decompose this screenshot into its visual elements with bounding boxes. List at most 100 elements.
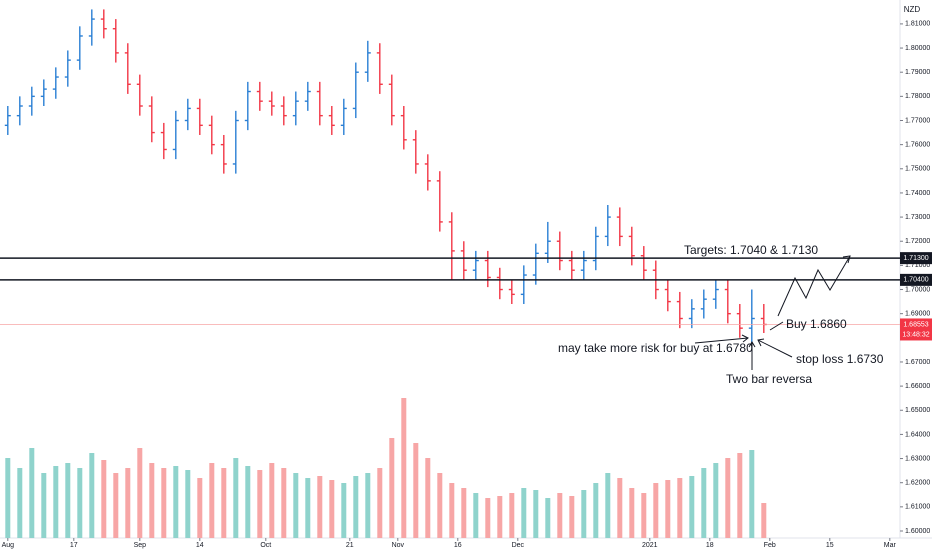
x-tick-label: 2021 [642,542,658,549]
annotation: stop loss 1.6730 [796,352,884,366]
volume-bar [281,468,287,538]
volume-bar [485,498,491,538]
volume-bar [53,466,59,538]
volume-bar [341,483,347,538]
y-tick-label: 1.64000 [905,431,930,438]
level-label-box [900,273,932,286]
volume-bar [737,453,743,538]
volume-bar [293,473,299,538]
volume-bar [641,493,647,538]
volume-bar [677,478,683,538]
y-tick-label: 1.77000 [905,117,930,124]
x-tick-label: 17 [70,542,78,549]
y-tick-label: 1.70000 [905,286,930,293]
last-price-label: 1.68553 [903,321,928,328]
volume-bar [221,468,227,538]
arrow [694,337,749,344]
arrow-head [842,255,851,264]
volume-bar [653,483,659,538]
volume-bar [365,473,371,538]
volume-bar [257,470,263,538]
volume-bar [329,480,335,538]
volume-bar [557,493,563,538]
volume-bar [65,463,71,538]
level-label: 1.70400 [903,277,928,284]
volume-bar [245,466,251,538]
volume-bar [509,493,515,538]
volume-bar [125,468,131,538]
arrow [769,321,784,331]
volume-bar [497,496,503,538]
y-tick-label: 1.79000 [905,69,930,76]
volume-bar [209,463,215,538]
volume-bar [449,483,455,538]
annotation: Targets: 1.7040 & 1.7130 [684,243,818,257]
volume-bar [185,470,191,538]
y-tick-label: 1.78000 [905,93,930,100]
volume-bar [161,468,167,538]
y-tick-label: 1.61000 [905,504,930,511]
y-tick-label: 1.73000 [905,214,930,221]
volume-bar [317,476,323,538]
y-tick-label: 1.69000 [905,311,930,318]
volume-bar [137,448,143,538]
level-label-box [900,252,932,265]
volume-bar [5,458,11,538]
volume-bar [377,468,383,538]
volume-bar [545,498,551,538]
volume-bar [269,463,275,538]
x-tick-label: Nov [392,542,405,549]
y-tick-label: 1.81000 [905,21,930,28]
volume-bar [665,480,671,538]
volume-bar [149,463,155,538]
volume-bar [17,468,23,538]
projection-path [777,255,851,317]
x-tick-label: 14 [196,542,204,549]
volume-bar [533,490,539,538]
arrow-head [741,334,749,343]
y-tick-label: 1.71000 [905,262,930,269]
volume-bar [701,468,707,538]
volume-bar [581,490,587,538]
level-label: 1.71300 [903,255,928,262]
y-tick-label: 1.80000 [905,45,930,52]
volume-bar [77,468,83,538]
y-tick-label: 1.63000 [905,455,930,462]
y-tick-label: 1.72000 [905,238,930,245]
x-tick-label: 18 [706,542,714,549]
annotation: Two bar reversa [726,372,812,386]
volume-bar [605,473,611,538]
y-tick-label: 1.67000 [905,359,930,366]
volume-bar [521,488,527,538]
y-tick-label: 1.60000 [905,528,930,535]
x-tick-label: 16 [454,542,462,549]
volume-bar [305,478,311,538]
volume-bar [89,453,95,538]
y-tick-label: 1.65000 [905,407,930,414]
y-tick-label: 1.62000 [905,480,930,487]
y-tick-label: 1.75000 [905,166,930,173]
x-tick-label: Mar [884,542,897,549]
volume-bar [473,493,479,538]
arrow-head [757,338,765,347]
volume-bar [401,398,407,538]
drawings [694,255,851,370]
x-tick-label: Oct [260,542,271,549]
volume-bar [389,438,395,538]
volume-bar [101,460,107,538]
volume-bar [761,503,767,538]
volume-bar [461,488,467,538]
x-tick-label: 21 [346,542,354,549]
marks: 1.60000 1.61000 1.62000 1.63000 1.64000 1.650… [0,9,932,549]
volume-bar [113,473,119,538]
y-tick-label: 1.74000 [905,190,930,197]
x-tick-label: Feb [764,542,776,549]
volume-bar [749,450,755,538]
last-price-box [900,318,932,341]
x-tick-label: Sep [134,542,147,549]
y-tick-label: 1.76000 [905,141,930,148]
volume-bar [41,473,47,538]
volume-bar [173,466,179,538]
volume-bar [437,473,443,538]
volume-bar [617,478,623,538]
